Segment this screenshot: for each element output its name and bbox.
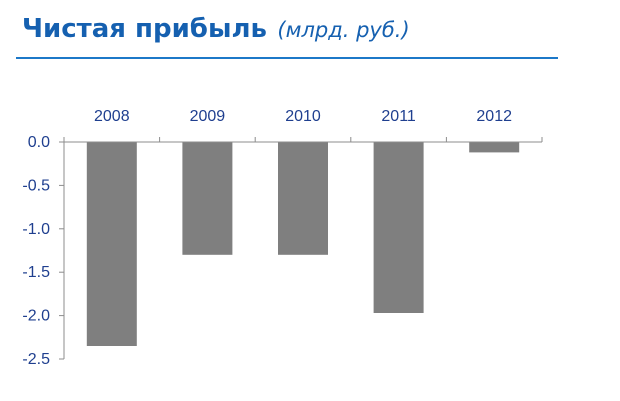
y-tick-label: -1.0 bbox=[22, 221, 50, 238]
bar-2011 bbox=[373, 142, 424, 313]
y-tick-label: -1.5 bbox=[22, 264, 50, 281]
chart-title-unit: (млрд. руб.) bbox=[277, 18, 410, 42]
bar-2008 bbox=[86, 142, 137, 346]
x-tick-label: 2008 bbox=[94, 108, 130, 125]
y-tick-label: -2.0 bbox=[22, 308, 50, 325]
bars-group bbox=[86, 142, 520, 346]
y-tick-labels: 0.0 -0.5 -1.0 -1.5 -2.0 -2.5 bbox=[22, 134, 50, 368]
x-tick-labels: 2008 2009 2010 2011 2012 bbox=[94, 108, 512, 125]
y-tick-label: -0.5 bbox=[22, 177, 50, 194]
title-underline bbox=[16, 57, 558, 59]
bar-2012 bbox=[469, 142, 520, 153]
chart-title-main: Чистая прибыль bbox=[22, 14, 267, 44]
x-tick-label: 2011 bbox=[381, 108, 416, 125]
x-tick-label: 2009 bbox=[190, 108, 226, 125]
chart-title: Чистая прибыль (млрд. руб.) bbox=[22, 14, 410, 44]
x-tick-label: 2010 bbox=[285, 108, 321, 125]
bar-2010 bbox=[278, 142, 328, 255]
x-tick-label: 2012 bbox=[476, 108, 512, 125]
bar-2009 bbox=[182, 142, 233, 255]
axes-group bbox=[59, 137, 543, 360]
y-tick-label: -2.5 bbox=[22, 351, 50, 368]
y-tick-label: 0.0 bbox=[28, 134, 50, 151]
